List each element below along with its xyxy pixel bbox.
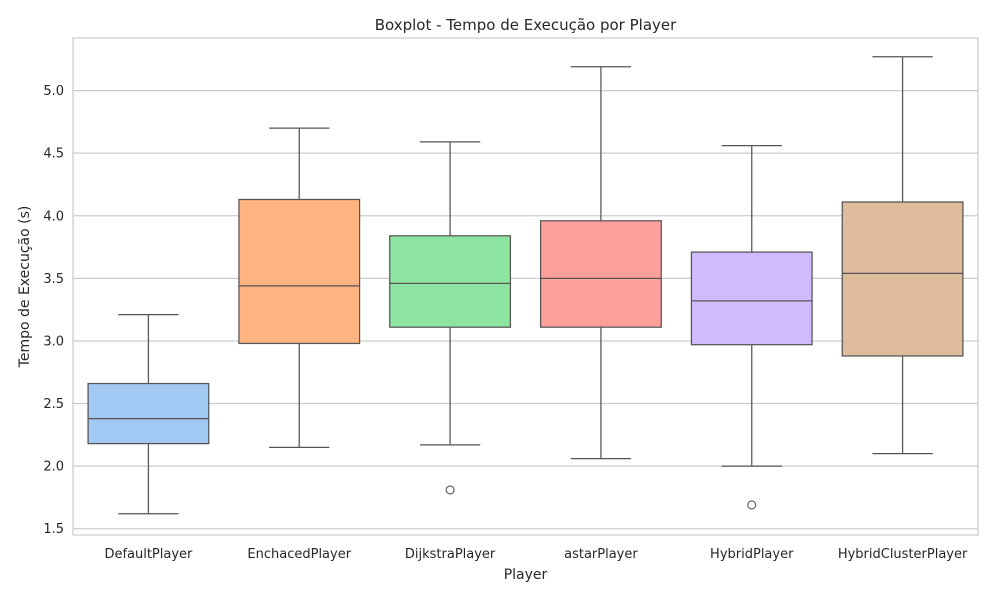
y-tick-label: 1.5 [43,522,64,537]
box [238,198,361,345]
x-tick-label: DefaultPlayer [104,547,193,562]
box [841,201,964,357]
plot-frame [72,37,979,536]
x-axis-title: Player [504,567,548,583]
y-tick-label: 4.0 [43,209,64,224]
x-tick-label: HybridPlayer [710,547,794,562]
box [539,220,662,328]
box [690,251,813,346]
box-group [539,66,662,460]
box-group [238,127,361,448]
box-group [841,56,964,455]
y-axis-ticks: 1.5 2.0 2.5 3.0 3.5 4.0 4.5 5.0 [43,84,64,537]
box [389,235,512,328]
box-group [87,314,210,515]
box-group [389,141,512,495]
box-group [690,145,813,510]
boxes [87,56,964,515]
y-tick-label: 2.0 [43,460,64,475]
x-tick-label: astarPlayer [564,547,638,562]
x-tick-label: EnchacedPlayer [247,547,351,562]
box [87,382,210,445]
y-tick-label: 4.5 [43,147,64,162]
y-tick-label: 3.0 [43,334,64,349]
x-axis-ticks: DefaultPlayer EnchacedPlayer DijkstraPlaye… [104,547,968,562]
y-tick-label: 3.5 [43,272,64,287]
y-axis-title: Tempo de Execução (s) [17,206,33,369]
x-tick-label: DijkstraPlayer [405,547,496,562]
y-tick-label: 2.5 [43,397,64,412]
grid-lines [73,89,978,530]
x-tick-label: HybridClusterPlayer [838,547,968,562]
chart-title: Boxplot - Tempo de Execução por Player [375,16,677,34]
outlier-point [747,500,757,510]
outlier-point [445,485,455,495]
y-tick-label: 5.0 [43,84,64,99]
